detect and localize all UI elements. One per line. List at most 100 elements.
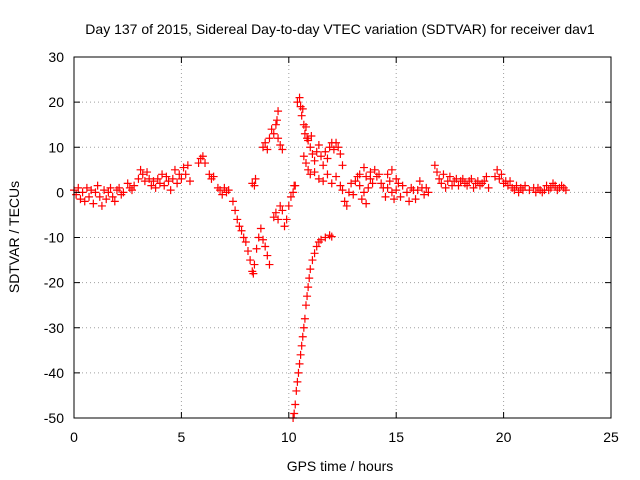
data-point bbox=[390, 195, 399, 204]
data-point bbox=[366, 174, 375, 183]
data-point bbox=[368, 179, 377, 188]
data-point bbox=[185, 177, 194, 186]
data-point bbox=[218, 190, 227, 199]
data-point bbox=[134, 174, 143, 183]
data-point bbox=[130, 181, 139, 190]
x-axis-label: GPS time / hours bbox=[287, 458, 394, 474]
data-point bbox=[319, 177, 328, 186]
data-point bbox=[329, 145, 338, 154]
data-point bbox=[140, 177, 149, 186]
data-point bbox=[482, 172, 491, 181]
data-point bbox=[263, 251, 272, 260]
data-point bbox=[375, 170, 384, 179]
data-point bbox=[310, 249, 319, 258]
data-point bbox=[170, 165, 179, 174]
data-point bbox=[314, 174, 323, 183]
data-point bbox=[441, 183, 450, 192]
data-point bbox=[271, 120, 280, 129]
data-point bbox=[338, 186, 347, 195]
data-point bbox=[292, 386, 301, 395]
data-point bbox=[405, 197, 414, 206]
data-point bbox=[300, 314, 309, 323]
data-point bbox=[136, 165, 145, 174]
data-point bbox=[355, 170, 364, 179]
data-point bbox=[80, 197, 89, 206]
data-point bbox=[143, 168, 152, 177]
data-point bbox=[100, 186, 109, 195]
data-point bbox=[359, 188, 368, 197]
y-tick-label: 30 bbox=[48, 49, 64, 65]
data-point bbox=[383, 170, 392, 179]
data-point bbox=[308, 256, 317, 265]
data-point bbox=[181, 170, 190, 179]
x-tick-label: 25 bbox=[603, 429, 619, 445]
data-point bbox=[415, 177, 424, 186]
data-point bbox=[153, 174, 162, 183]
data-point bbox=[160, 181, 169, 190]
data-point bbox=[74, 183, 83, 192]
data-point bbox=[201, 159, 210, 168]
data-point bbox=[151, 183, 160, 192]
data-point bbox=[274, 107, 283, 116]
data-point bbox=[493, 165, 502, 174]
data-point bbox=[110, 197, 119, 206]
data-point bbox=[521, 181, 530, 190]
data-point bbox=[265, 134, 274, 143]
data-point bbox=[254, 233, 263, 242]
data-point bbox=[385, 177, 394, 186]
x-tick-label: 5 bbox=[178, 429, 186, 445]
data-series bbox=[70, 93, 570, 422]
data-point bbox=[168, 174, 177, 183]
grid bbox=[74, 57, 611, 418]
y-tick-label: 0 bbox=[56, 184, 64, 200]
data-point bbox=[123, 179, 132, 188]
data-point bbox=[366, 168, 375, 177]
data-point bbox=[278, 206, 287, 215]
data-point bbox=[104, 188, 113, 197]
data-point bbox=[267, 125, 276, 134]
data-point bbox=[317, 235, 326, 244]
y-tick-label: 20 bbox=[48, 94, 64, 110]
data-point bbox=[282, 215, 291, 224]
data-point bbox=[424, 188, 433, 197]
data-point bbox=[467, 174, 476, 183]
data-point bbox=[387, 188, 396, 197]
data-point bbox=[299, 323, 308, 332]
data-point bbox=[503, 181, 512, 190]
data-point bbox=[286, 192, 295, 201]
y-axis-label: SDTVAR / TECUs bbox=[6, 181, 22, 293]
data-point bbox=[463, 181, 472, 190]
data-point bbox=[274, 134, 283, 143]
data-point bbox=[251, 174, 260, 183]
data-point bbox=[546, 183, 555, 192]
data-point bbox=[433, 168, 442, 177]
data-point bbox=[173, 179, 182, 188]
data-point bbox=[290, 409, 299, 418]
data-point bbox=[510, 186, 519, 195]
data-point bbox=[561, 186, 570, 195]
data-point bbox=[304, 283, 313, 292]
data-point bbox=[437, 179, 446, 188]
data-point bbox=[228, 197, 237, 206]
data-point bbox=[224, 186, 233, 195]
data-point bbox=[359, 163, 368, 172]
data-point bbox=[298, 332, 307, 341]
data-point bbox=[301, 122, 310, 131]
data-point bbox=[127, 186, 136, 195]
data-point bbox=[106, 183, 115, 192]
data-point bbox=[76, 195, 85, 204]
data-point bbox=[108, 192, 117, 201]
data-point bbox=[332, 138, 341, 147]
data-point bbox=[321, 147, 330, 156]
data-point bbox=[362, 199, 371, 208]
data-point bbox=[319, 161, 328, 170]
data-point bbox=[276, 201, 285, 210]
data-point bbox=[138, 170, 147, 179]
data-point bbox=[97, 201, 106, 210]
data-point bbox=[327, 179, 336, 188]
data-point bbox=[265, 260, 274, 269]
data-point bbox=[231, 206, 240, 215]
data-point bbox=[458, 174, 467, 183]
data-point bbox=[297, 341, 306, 350]
data-point bbox=[307, 131, 316, 140]
